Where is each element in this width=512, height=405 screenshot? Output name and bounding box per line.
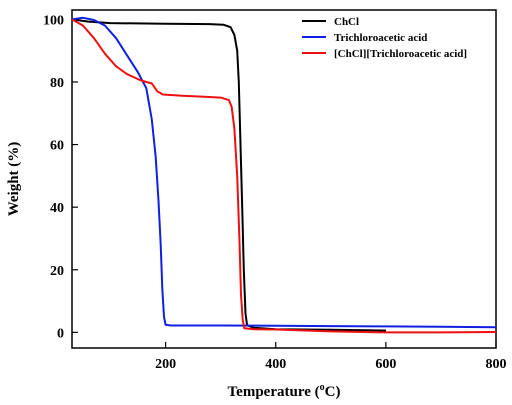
plot-frame — [71, 9, 497, 349]
series-line-0 — [71, 18, 386, 332]
legend: ChCl Trichloroacetic acid [ChCl][Trichloro… — [302, 16, 467, 60]
legend-label: [ChCl][Trichloroacetic acid] — [334, 48, 467, 60]
legend-label: Trichloroacetic acid — [334, 32, 427, 44]
y-axis-title: Weight (%) — [6, 142, 22, 217]
legend-label: ChCl — [334, 16, 359, 28]
axis-ticks: 200 400 600 800 0 20 40 60 80 100 — [43, 13, 507, 372]
x-axis-title-sup: o — [320, 382, 325, 393]
y-tick-label: 80 — [50, 76, 64, 91]
series-line-1 — [71, 16, 497, 329]
x-tick-label: 600 — [375, 357, 396, 372]
x-axis-title-prefix: Temperature ( — [228, 384, 320, 400]
y-tick-label: 60 — [50, 139, 64, 154]
series-line-2 — [71, 18, 497, 334]
x-tick-label: 800 — [486, 357, 507, 372]
x-axis-title: Temperature (oC) — [228, 382, 341, 400]
x-axis-title-suffix: C) — [325, 384, 341, 400]
y-tick-label: 0 — [57, 326, 64, 341]
y-tick-label: 20 — [50, 264, 64, 279]
y-tick-label: 40 — [50, 201, 64, 216]
x-tick-label: 200 — [155, 357, 176, 372]
series-lines — [71, 16, 497, 334]
y-tick-label: 100 — [43, 13, 64, 28]
x-tick-label: 400 — [265, 357, 286, 372]
